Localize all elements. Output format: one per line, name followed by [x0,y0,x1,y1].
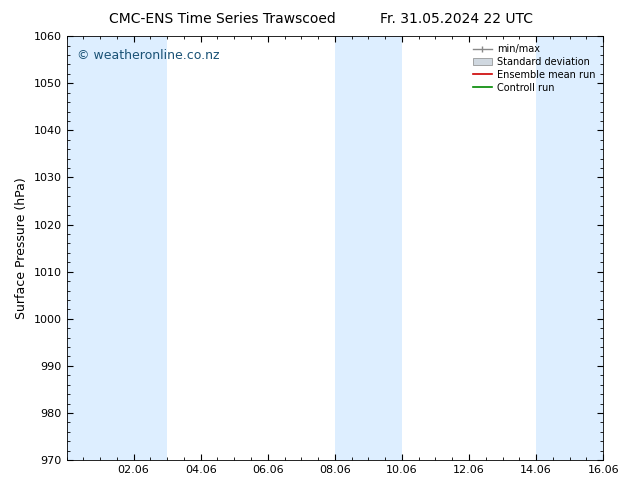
Bar [335,36,402,460]
Legend: min/max, Standard deviation, Ensemble mean run, Controll run: min/max, Standard deviation, Ensemble me… [470,41,598,96]
Bar [67,36,167,460]
Text: © weatheronline.co.nz: © weatheronline.co.nz [77,49,220,62]
Text: CMC-ENS Time Series Trawscoed: CMC-ENS Time Series Trawscoed [108,12,335,26]
Y-axis label: Surface Pressure (hPa): Surface Pressure (hPa) [15,177,28,319]
Bar [536,36,634,460]
Text: Fr. 31.05.2024 22 UTC: Fr. 31.05.2024 22 UTC [380,12,533,26]
